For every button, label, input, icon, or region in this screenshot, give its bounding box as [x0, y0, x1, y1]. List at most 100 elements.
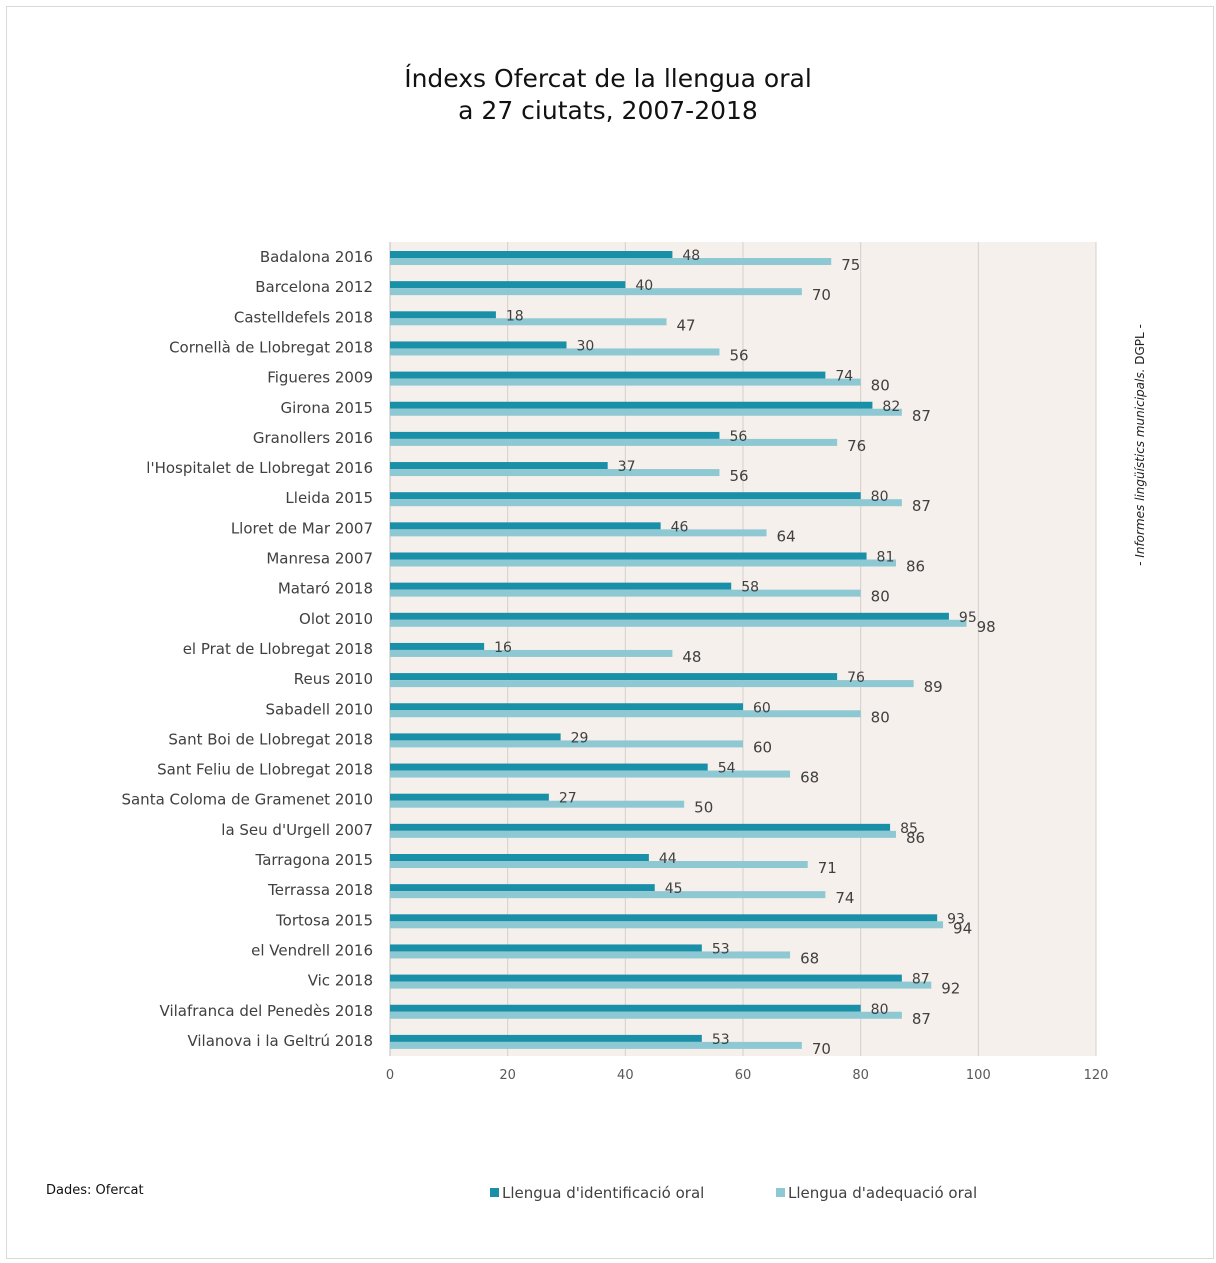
bar-identificacio-row-2	[390, 311, 496, 319]
bar-identificacio-row-20	[390, 854, 649, 861]
data-label-adequacio-row-24: 92	[941, 980, 960, 998]
bar-identificacio-row-6	[390, 431, 720, 439]
data-label-identificacio-row-10: 81	[877, 550, 895, 566]
category-label-row-26: Vilanova i la Geltrú 2018	[187, 1032, 373, 1050]
bar-identificacio-row-17	[390, 763, 708, 771]
bar-adequacio-row-13	[390, 649, 673, 657]
x-tick-label-0: 0	[386, 1068, 394, 1083]
data-label-identificacio-row-12: 95	[959, 610, 977, 626]
data-label-adequacio-row-25: 87	[912, 1010, 931, 1028]
data-source: Dades: Ofercat	[46, 1183, 144, 1198]
bar-adequacio-row-24	[390, 981, 932, 989]
category-label-row-22: Tortosa 2015	[275, 911, 373, 929]
x-tick-label-20: 20	[499, 1068, 516, 1083]
data-label-adequacio-row-12: 98	[977, 618, 996, 636]
data-label-adequacio-row-14: 89	[924, 678, 943, 696]
data-label-identificacio-row-9: 46	[671, 519, 689, 535]
bar-adequacio-row-9	[390, 529, 767, 537]
data-label-identificacio-row-0: 48	[682, 248, 700, 264]
bar-adequacio-row-3	[390, 348, 720, 356]
x-tick-label-80: 80	[852, 1068, 869, 1083]
side-source-note: - Informes lingüístics municipals. DGPL …	[1133, 285, 1153, 605]
data-label-adequacio-row-19: 86	[906, 829, 925, 847]
bar-identificacio-row-16	[390, 733, 561, 741]
data-label-identificacio-row-17: 54	[718, 761, 736, 777]
category-label-row-25: Vilafranca del Penedès 2018	[160, 1002, 373, 1020]
bar-adequacio-row-20	[390, 861, 808, 868]
bar-identificacio-row-4	[390, 371, 826, 379]
bar-identificacio-row-12	[390, 612, 949, 620]
data-label-adequacio-row-22: 94	[953, 919, 972, 937]
category-label-row-4: Figueres 2009	[267, 369, 373, 387]
category-label-row-8: Lleida 2015	[285, 489, 373, 507]
bar-adequacio-row-12	[390, 619, 967, 627]
category-label-row-0: Badalona 2016	[260, 248, 373, 266]
chart-title-line-2: a 27 ciutats, 2007-2018	[458, 96, 758, 125]
bar-identificacio-row-24	[390, 974, 902, 982]
x-tick-label-120: 120	[1084, 1068, 1109, 1083]
category-label-row-23: el Vendrell 2016	[251, 941, 373, 959]
data-label-identificacio-row-3: 30	[577, 338, 595, 354]
data-label-adequacio-row-23: 68	[800, 949, 819, 967]
bar-identificacio-row-11	[390, 582, 732, 590]
data-label-identificacio-row-19: 85	[900, 821, 918, 837]
data-label-identificacio-row-26: 53	[712, 1032, 730, 1048]
side-note-italic: - Informes lingüístics municipals.	[1133, 368, 1147, 566]
bar-adequacio-row-10	[390, 559, 896, 567]
category-label-row-9: Lloret de Mar 2007	[231, 519, 373, 537]
data-label-identificacio-row-20: 44	[659, 851, 677, 867]
chart-frame	[6, 6, 1214, 1259]
bar-identificacio-row-19	[390, 823, 891, 831]
bar-identificacio-row-25	[390, 1004, 861, 1012]
x-tick-label-40: 40	[617, 1068, 634, 1083]
data-label-adequacio-row-1: 70	[812, 286, 831, 304]
data-label-adequacio-row-6: 76	[847, 437, 866, 455]
legend-label-identificacio: Llengua d'identificació oral	[502, 1184, 705, 1202]
data-label-identificacio-row-13: 16	[494, 640, 512, 656]
data-label-identificacio-row-24: 87	[912, 972, 930, 988]
data-label-adequacio-row-15: 80	[871, 708, 890, 726]
data-label-identificacio-row-21: 45	[665, 881, 683, 897]
data-label-adequacio-row-26: 70	[812, 1040, 831, 1058]
bar-adequacio-row-16	[390, 740, 743, 748]
bar-adequacio-row-18	[390, 800, 685, 808]
bar-identificacio-row-8	[390, 492, 861, 500]
data-label-adequacio-row-8: 87	[912, 497, 931, 515]
data-label-identificacio-row-4: 74	[835, 369, 853, 385]
category-label-row-24: Vic 2018	[308, 972, 373, 990]
category-label-row-6: Granollers 2016	[253, 429, 373, 447]
data-label-adequacio-row-20: 71	[818, 859, 837, 877]
data-label-adequacio-row-3: 56	[729, 346, 748, 364]
bar-adequacio-row-17	[390, 770, 791, 778]
category-label-row-15: Sabadell 2010	[266, 700, 373, 718]
data-label-adequacio-row-21: 74	[835, 889, 854, 907]
bar-adequacio-row-6	[390, 438, 838, 446]
bar-identificacio-row-15	[390, 703, 743, 711]
category-label-row-11: Mataró 2018	[278, 580, 373, 598]
data-label-identificacio-row-23: 53	[712, 941, 730, 957]
data-label-identificacio-row-8: 80	[871, 489, 889, 505]
bar-adequacio-row-11	[390, 589, 861, 597]
category-label-row-7: l'Hospitalet de Llobregat 2016	[146, 459, 373, 477]
bar-identificacio-row-9	[390, 522, 661, 530]
data-label-identificacio-row-6: 56	[729, 429, 747, 445]
bar-identificacio-row-22	[390, 914, 938, 922]
bar-identificacio-row-3	[390, 341, 567, 349]
bar-adequacio-row-15	[390, 710, 861, 718]
chart-title-line-1: Índexs Ofercat de la llengua oral	[404, 64, 812, 93]
category-label-row-19: la Seu d'Urgell 2007	[221, 821, 373, 839]
bar-adequacio-row-5	[390, 408, 902, 416]
legend-item-identificacio: Llengua d'identificació oral	[490, 1184, 704, 1202]
category-label-row-1: Barcelona 2012	[255, 278, 373, 296]
category-label-row-3: Cornellà de Llobregat 2018	[169, 338, 373, 356]
data-label-identificacio-row-1: 40	[635, 278, 653, 294]
bar-adequacio-row-19	[390, 830, 896, 838]
bar-identificacio-row-5	[390, 401, 873, 409]
data-label-adequacio-row-11: 80	[871, 588, 890, 606]
bar-adequacio-row-25	[390, 1011, 902, 1019]
bar-adequacio-row-14	[390, 680, 914, 688]
category-label-row-21: Terrassa 2018	[267, 881, 373, 899]
data-label-identificacio-row-2: 18	[506, 308, 524, 324]
category-label-row-5: Girona 2015	[281, 399, 373, 417]
